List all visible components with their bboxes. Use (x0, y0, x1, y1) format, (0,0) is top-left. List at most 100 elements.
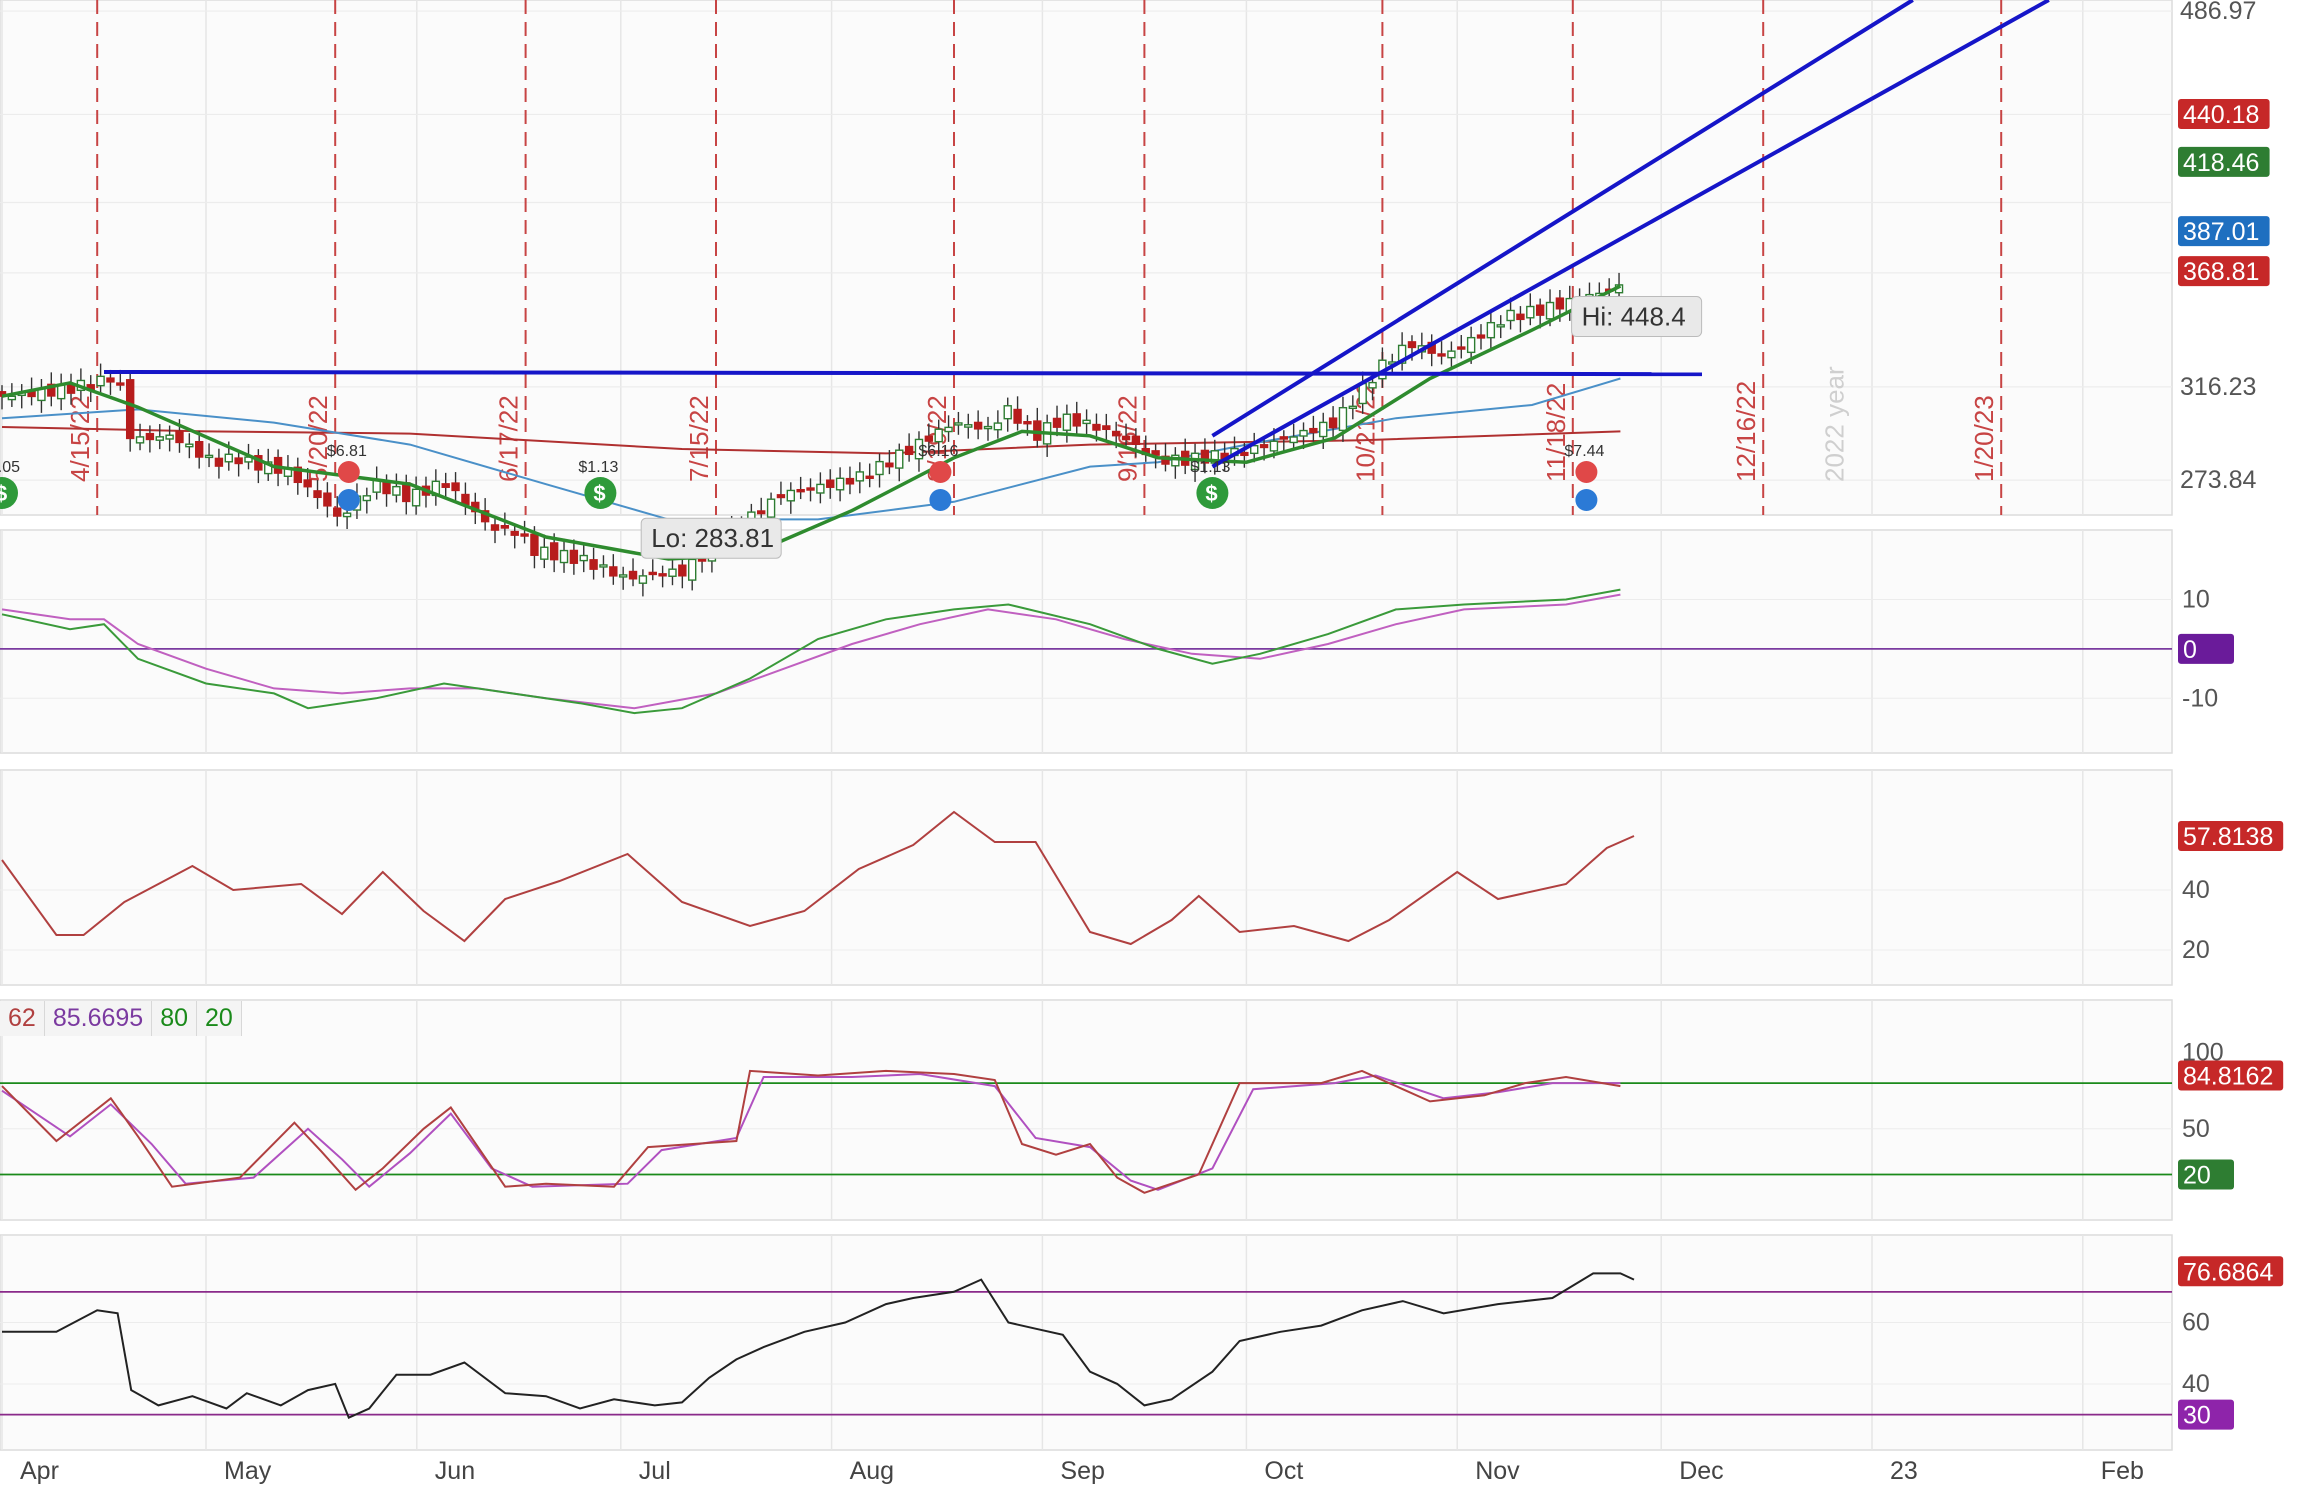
candle-body (175, 430, 184, 444)
candle-body (392, 485, 401, 496)
month-label-may: May (224, 1457, 272, 1485)
candle-body (609, 566, 618, 577)
adx-badge: 57.8138 (2183, 823, 2273, 851)
stoch-legend-lower: 20 (197, 1001, 242, 1036)
candle-body (1200, 449, 1210, 464)
macd-line (1, 588, 1621, 715)
earnings-bulb-icon (337, 489, 360, 511)
candle-body (333, 507, 342, 517)
event-label-3: 7/15/22 (684, 395, 714, 482)
candle-body (165, 434, 174, 440)
price-tick-0: 486.97 (2180, 0, 2256, 25)
earnings-bulb-icon (1575, 489, 1598, 511)
candle-body (303, 479, 312, 488)
candle-body (451, 482, 460, 492)
candle-body (342, 512, 352, 518)
candle-body (1151, 450, 1160, 456)
candle-body (441, 483, 450, 488)
candle-body (688, 558, 697, 581)
candle-body (983, 425, 993, 430)
trendline-2 (1211, 0, 2050, 469)
candle-body (1003, 405, 1012, 420)
stoch-tick-50: 50 (2182, 1115, 2210, 1143)
candle-body (628, 570, 638, 580)
candle-body (1506, 309, 1515, 322)
candle-body (1368, 381, 1377, 389)
rsi-line (2, 1272, 1635, 1420)
candle-body (1259, 444, 1269, 449)
candle-body (520, 533, 529, 537)
candle-body (411, 488, 421, 507)
candle-body (500, 524, 510, 529)
candle-body (1299, 429, 1308, 437)
rsi-tick-0: 60 (2182, 1309, 2210, 1337)
candle-body (934, 428, 943, 443)
candle-body (579, 554, 588, 562)
adx-tick-1: 20 (2182, 936, 2210, 964)
candle-body (510, 530, 519, 536)
rsi-badge-bg (2178, 1256, 2284, 1287)
candle-body (1555, 297, 1565, 310)
candle-body (1013, 408, 1022, 424)
candle-body (954, 422, 963, 426)
event-label-9: 1/20/23 (1969, 395, 1999, 482)
adx-tick-0: 40 (2182, 876, 2210, 904)
candle-body (648, 571, 657, 576)
price-badge-2: 387.01 (2183, 218, 2259, 246)
earnings-amount-0: $6.81 (327, 443, 367, 460)
candle-body (1328, 417, 1338, 429)
price-tick-2: 273.84 (2180, 466, 2257, 494)
dividend-icon-glyph: $ (593, 481, 605, 506)
candle-body (757, 510, 766, 515)
macd-tick-0: 10 (2182, 586, 2210, 614)
candle-body (973, 421, 983, 430)
price-tick-1: 316.23 (2180, 373, 2256, 401)
candle-body (549, 542, 559, 561)
earnings-bulb-icon (929, 489, 952, 511)
dividend-amount-2: $1.13 (1190, 459, 1230, 476)
candle-body (904, 445, 914, 456)
candle-body (362, 495, 372, 502)
candle-body (1526, 305, 1535, 319)
stochastic-legend: 62 85.6695 80 20 (0, 1001, 242, 1036)
candle-body (865, 475, 874, 479)
rsi-low-badge-bg (2178, 1399, 2234, 1430)
pane-macd (0, 529, 2173, 754)
candle-body (116, 382, 125, 386)
candle-body (1131, 435, 1141, 446)
dividend-icon (1196, 477, 1229, 509)
candle-body (1082, 419, 1091, 425)
pane-stoch (0, 999, 2173, 1221)
candle-body (589, 559, 598, 570)
month-label-nov: Nov (1475, 1457, 1520, 1485)
candle-body (530, 533, 539, 556)
candle-body (1516, 313, 1525, 321)
candle-body (7, 395, 17, 401)
candle-body (214, 457, 224, 467)
candle-body (293, 466, 302, 484)
event-label-1: 5/20/22 (303, 395, 333, 482)
month-label-aug: Aug (850, 1457, 894, 1485)
rsi-low-badge: 30 (2183, 1402, 2211, 1430)
event-label-8: 12/16/22 (1731, 381, 1761, 482)
candle-body (855, 471, 865, 482)
trendline-1 (1211, 0, 1914, 438)
candle-body (194, 440, 204, 458)
candle-body (490, 524, 500, 531)
candle-body (1407, 341, 1417, 349)
candle-body (1319, 421, 1328, 438)
month-label-apr: Apr (20, 1457, 59, 1485)
month-label-feb: Feb (2101, 1457, 2144, 1485)
candle-body (559, 549, 569, 564)
adx-line (1, 810, 1635, 946)
candle-body (540, 546, 549, 560)
stoch-legend-k: 85.6695 (44, 1001, 153, 1036)
candle-body (816, 483, 825, 494)
candle-body (668, 568, 677, 577)
stoch-badge: 84.8162 (2183, 1062, 2273, 1090)
candle-body (264, 461, 273, 475)
price-badge-1-bg (2178, 146, 2270, 177)
stoch-k-line (1, 1069, 1621, 1194)
candle-body (895, 449, 904, 469)
